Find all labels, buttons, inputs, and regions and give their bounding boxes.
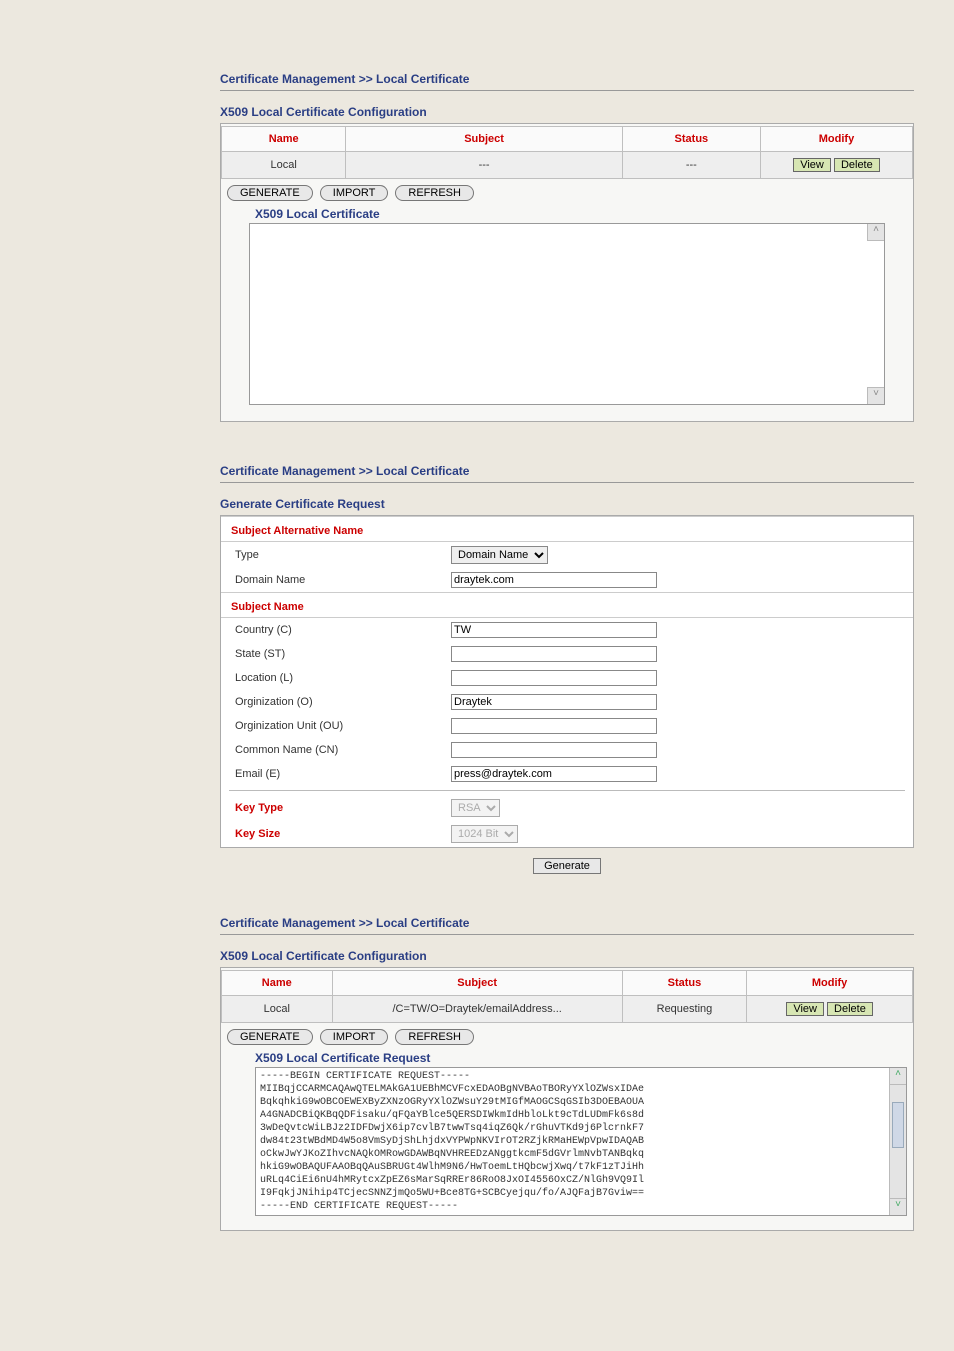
email-label: Email (E) bbox=[221, 762, 443, 786]
x509-local-cert-request-label: X509 Local Certificate Request bbox=[255, 1051, 913, 1065]
cell-status: --- bbox=[622, 152, 760, 179]
email-input[interactable] bbox=[451, 766, 657, 782]
scroll-up-icon[interactable]: ˄ bbox=[867, 224, 884, 241]
refresh-button[interactable]: REFRESH bbox=[395, 185, 474, 201]
generate-button[interactable]: GENERATE bbox=[227, 185, 313, 201]
gen-cert-req-title: Generate Certificate Request bbox=[220, 497, 914, 511]
cell-status: Requesting bbox=[622, 996, 746, 1023]
scroll-thumb[interactable] bbox=[892, 1102, 904, 1148]
col-name: Name bbox=[222, 971, 333, 996]
cert-table: Name Subject Status Modify Local /C=TW/O… bbox=[221, 970, 913, 1023]
key-type-label: Key Type bbox=[221, 795, 443, 821]
cell-name: Local bbox=[222, 152, 346, 179]
scroll-down-icon[interactable]: ˅ bbox=[867, 387, 884, 404]
col-subject: Subject bbox=[346, 127, 622, 152]
type-label: Type bbox=[221, 542, 443, 569]
domain-name-input[interactable] bbox=[451, 572, 657, 588]
table-row: Local --- --- View Delete bbox=[222, 152, 913, 179]
delete-button[interactable]: Delete bbox=[834, 158, 880, 172]
location-input[interactable] bbox=[451, 670, 657, 686]
col-status: Status bbox=[622, 127, 760, 152]
country-label: Country (C) bbox=[221, 618, 443, 643]
organization-input[interactable] bbox=[451, 694, 657, 710]
col-subject: Subject bbox=[332, 971, 622, 996]
page-header: Certificate Management >> Local Certific… bbox=[220, 462, 914, 483]
cell-name: Local bbox=[222, 996, 333, 1023]
col-status: Status bbox=[622, 971, 746, 996]
csr-pem-text: -----BEGIN CERTIFICATE REQUEST----- MIIB… bbox=[260, 1070, 888, 1213]
scrollbar[interactable]: ˄ ˅ bbox=[889, 1068, 906, 1215]
scroll-down-icon[interactable]: ˅ bbox=[890, 1198, 906, 1215]
scroll-up-icon[interactable]: ˄ bbox=[890, 1068, 906, 1085]
type-select[interactable]: Domain Name bbox=[451, 546, 548, 564]
key-type-select: RSA bbox=[451, 799, 500, 817]
view-button[interactable]: View bbox=[786, 1002, 824, 1016]
state-label: State (ST) bbox=[221, 642, 443, 666]
config-title: X509 Local Certificate Configuration bbox=[220, 105, 914, 119]
state-input[interactable] bbox=[451, 646, 657, 662]
cell-modify: View Delete bbox=[760, 152, 912, 179]
col-modify: Modify bbox=[747, 971, 913, 996]
csr-textarea[interactable]: -----BEGIN CERTIFICATE REQUEST----- MIIB… bbox=[255, 1067, 907, 1216]
location-label: Location (L) bbox=[221, 666, 443, 690]
config-title: X509 Local Certificate Configuration bbox=[220, 949, 914, 963]
import-button[interactable]: IMPORT bbox=[320, 1029, 389, 1045]
generate-csr-button[interactable]: Generate bbox=[533, 858, 601, 874]
org-unit-label: Orginization Unit (OU) bbox=[221, 714, 443, 738]
cert-table: Name Subject Status Modify Local --- ---… bbox=[221, 126, 913, 179]
generate-button[interactable]: GENERATE bbox=[227, 1029, 313, 1045]
subject-name-header: Subject Name bbox=[221, 593, 913, 618]
x509-local-cert-label: X509 Local Certificate bbox=[255, 207, 913, 221]
view-button[interactable]: View bbox=[793, 158, 831, 172]
cert-textarea[interactable]: ˄ ˅ bbox=[249, 223, 885, 405]
cell-modify: View Delete bbox=[747, 996, 913, 1023]
cell-subject: --- bbox=[346, 152, 622, 179]
cert-request-form: Subject Alternative Name Type Domain Nam… bbox=[221, 516, 913, 847]
col-name: Name bbox=[222, 127, 346, 152]
delete-button[interactable]: Delete bbox=[827, 1002, 873, 1016]
page-header: Certificate Management >> Local Certific… bbox=[220, 914, 914, 935]
key-size-label: Key Size bbox=[221, 821, 443, 847]
domain-name-label: Domain Name bbox=[221, 568, 443, 593]
import-button[interactable]: IMPORT bbox=[320, 185, 389, 201]
refresh-button[interactable]: REFRESH bbox=[395, 1029, 474, 1045]
org-unit-input[interactable] bbox=[451, 718, 657, 734]
cell-subject: /C=TW/O=Draytek/emailAddress... bbox=[332, 996, 622, 1023]
common-name-label: Common Name (CN) bbox=[221, 738, 443, 762]
page-header: Certificate Management >> Local Certific… bbox=[220, 70, 914, 91]
san-header: Subject Alternative Name bbox=[221, 517, 913, 542]
country-input[interactable] bbox=[451, 622, 657, 638]
col-modify: Modify bbox=[760, 127, 912, 152]
organization-label: Orginization (O) bbox=[221, 690, 443, 714]
table-row: Local /C=TW/O=Draytek/emailAddress... Re… bbox=[222, 996, 913, 1023]
common-name-input[interactable] bbox=[451, 742, 657, 758]
key-size-select: 1024 Bit bbox=[451, 825, 518, 843]
